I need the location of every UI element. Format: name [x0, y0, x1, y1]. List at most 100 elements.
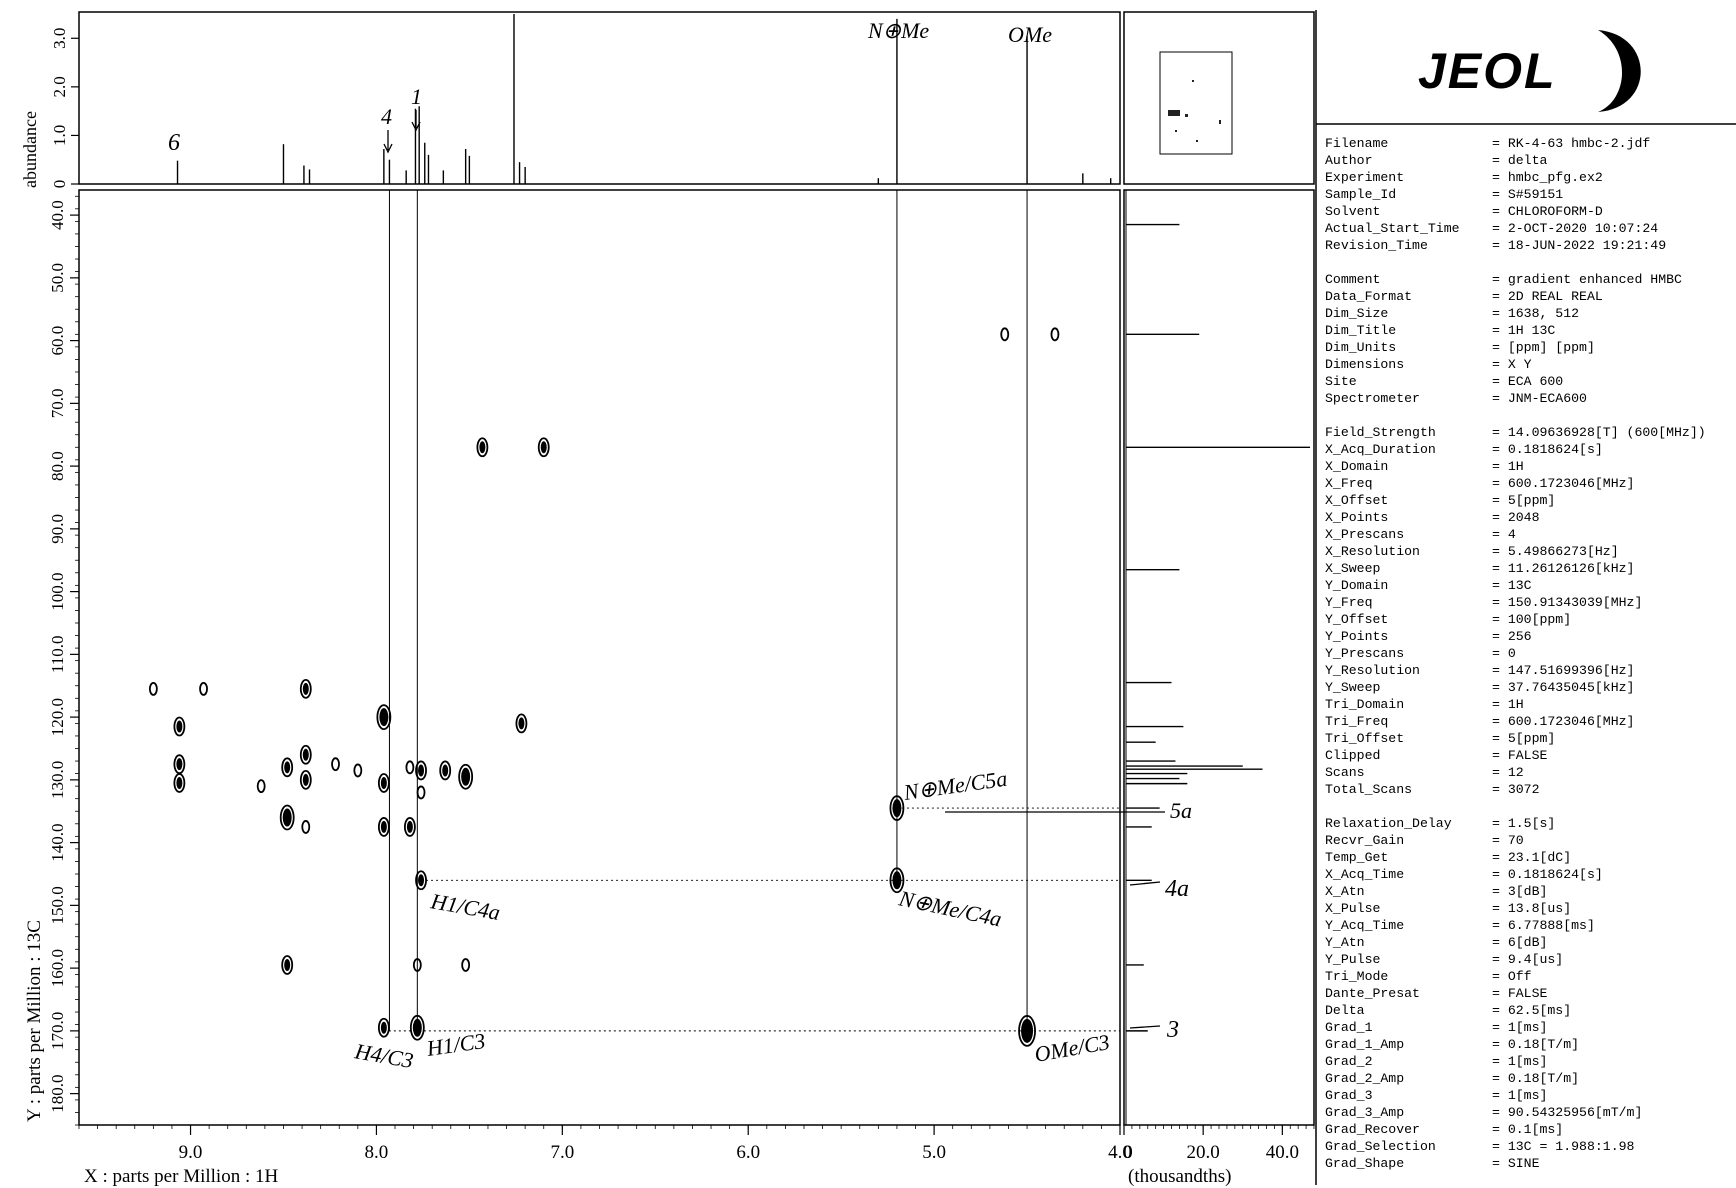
- param-key: Tri_Freq: [1325, 714, 1389, 729]
- jeol-logo-text: JEOL: [1418, 43, 1557, 99]
- param-key: X_Domain: [1325, 459, 1389, 474]
- side-spectrum-frame: [1123, 189, 1315, 1126]
- param-row: Dim_Title = 1H 13C: [1325, 322, 1733, 339]
- param-key: X_Resolution: [1325, 544, 1420, 559]
- cross-peak: [403, 817, 416, 837]
- top-1h-spectrum: [176, 14, 1112, 184]
- param-value: = 0.1[ms]: [1492, 1122, 1564, 1137]
- param-row: Spectrometer = JNM-ECA600: [1325, 390, 1733, 407]
- param-value: = X Y: [1492, 357, 1532, 372]
- cross-peak-core: [284, 761, 291, 774]
- param-key: Grad_3: [1325, 1088, 1373, 1103]
- param-row: X_Acq_Duration = 0.1818624[s]: [1325, 441, 1733, 458]
- param-key: Grad_Shape: [1325, 1156, 1405, 1171]
- annotation-nme-c4a: N⊕Me/C4a: [896, 885, 1004, 931]
- param-key: Grad_2_Amp: [1325, 1071, 1405, 1086]
- param-value: = delta: [1492, 153, 1548, 168]
- param-row: Grad_Selection = 13C = 1.988:1.98: [1325, 1138, 1733, 1155]
- param-gap: [1325, 254, 1733, 271]
- cross-peak-core: [412, 1018, 422, 1037]
- param-value: = 0.1818624[s]: [1492, 867, 1603, 882]
- cross-peak-core: [302, 773, 309, 786]
- cross-peak-core: [302, 682, 309, 695]
- side-x-tick-label: 0: [1123, 1142, 1133, 1163]
- x-tick-label: 5.0: [922, 1142, 946, 1163]
- y-tick-label: 160.0: [48, 949, 67, 987]
- param-key: Spectrometer: [1325, 391, 1420, 406]
- param-key: Grad_Selection: [1325, 1139, 1436, 1154]
- cross-peak: [889, 795, 905, 822]
- y-tick-label: 170.0: [48, 1012, 67, 1050]
- annotation-leader-c3: [1129, 1025, 1161, 1029]
- param-row: X_Acq_Time = 0.1818624[s]: [1325, 866, 1733, 883]
- annotation-ome-c3: OMe/C3: [1033, 1029, 1112, 1067]
- param-row: Experiment = hmbc_pfg.ex2: [1325, 169, 1733, 186]
- param-row: Author = delta: [1325, 152, 1733, 169]
- cross-peak: [476, 437, 489, 458]
- cross-peak-core: [892, 871, 902, 890]
- side-13c-spectrum: [1126, 223, 1311, 1032]
- param-row: Solvent = CHLOROFORM-D: [1325, 203, 1733, 220]
- param-key: Grad_1_Amp: [1325, 1037, 1405, 1052]
- param-gap: [1325, 407, 1733, 424]
- y-tick-label: 180.0: [48, 1074, 67, 1112]
- y-tick-label: 60.0: [48, 326, 67, 356]
- param-value: = 100[ppm]: [1492, 612, 1572, 627]
- param-row: Actual_Start_Time = 2-OCT-2020 10:07:24: [1325, 220, 1733, 237]
- param-key: Clipped: [1325, 748, 1381, 763]
- param-key: X_Offset: [1325, 493, 1389, 508]
- param-row: Y_Freq = 150.91343039[MHz]: [1325, 594, 1733, 611]
- cross-peak-core: [284, 958, 291, 971]
- param-value: = 1H: [1492, 697, 1524, 712]
- param-row: Grad_3 = 1[ms]: [1325, 1087, 1733, 1104]
- annotation-c5a: 5a: [1170, 798, 1192, 823]
- x-tick-label: 6.0: [736, 1142, 760, 1163]
- cross-peak: [173, 773, 186, 793]
- cross-peak-core: [302, 748, 309, 761]
- param-key: Y_Freq: [1325, 595, 1373, 610]
- param-row: X_Offset = 5[ppm]: [1325, 492, 1733, 509]
- cross-peak: [377, 773, 390, 793]
- top-y-tick-label: 2.0: [50, 76, 69, 97]
- cross-peak: [458, 763, 474, 790]
- cross-peak-core: [176, 720, 183, 733]
- param-row: Sample_Id = S#59151: [1325, 186, 1733, 203]
- param-key: Tri_Offset: [1325, 731, 1405, 746]
- cross-peak: [299, 769, 312, 790]
- correlation-lines-layer: [383, 190, 1120, 1032]
- param-value: = 2048: [1492, 510, 1540, 525]
- param-value: = 1[ms]: [1492, 1054, 1548, 1069]
- param-row: Clipped = FALSE: [1325, 747, 1733, 764]
- param-value: = RK-4-63 hmbc-2.jdf: [1492, 136, 1651, 151]
- param-row: Field_Strength = 14.09636928[T] (600[MHz]…: [1325, 424, 1733, 441]
- param-key: Dim_Units: [1325, 340, 1397, 355]
- param-value: = 90.54325956[mT/m]: [1492, 1105, 1643, 1120]
- param-key: Relaxation_Delay: [1325, 816, 1452, 831]
- param-row: Y_Atn = 6[dB]: [1325, 934, 1733, 951]
- param-row: Dim_Units = [ppm] [ppm]: [1325, 339, 1733, 356]
- param-value: = 6[dB]: [1492, 935, 1548, 950]
- cross-peaks-layer: [148, 327, 1060, 1047]
- param-row: Temp_Get = 23.1[dC]: [1325, 849, 1733, 866]
- param-key: Experiment: [1325, 170, 1405, 185]
- param-row: Tri_Offset = 5[ppm]: [1325, 730, 1733, 747]
- param-row: Relaxation_Delay = 1.5[s]: [1325, 815, 1733, 832]
- param-row: Y_Points = 256: [1325, 628, 1733, 645]
- param-value: = [ppm] [ppm]: [1492, 340, 1595, 355]
- param-row: Y_Prescans = 0: [1325, 645, 1733, 662]
- param-value: = 18-JUN-2022 19:21:49: [1492, 238, 1667, 253]
- thumbnail-dot: [1196, 140, 1198, 142]
- param-value: = 1[ms]: [1492, 1020, 1548, 1035]
- param-value: = JNM-ECA600: [1492, 391, 1587, 406]
- cross-peak-core: [176, 777, 183, 790]
- param-value: = 12: [1492, 765, 1524, 780]
- param-value: = 13C: [1492, 578, 1532, 593]
- annotation-arrow: [383, 130, 393, 154]
- param-row: X_Freq = 600.1723046[MHz]: [1325, 475, 1733, 492]
- cross-peak: [537, 437, 550, 458]
- param-value: = 37.76435045[kHz]: [1492, 680, 1635, 695]
- x-axis-label: X : parts per Million : 1H: [84, 1166, 278, 1187]
- param-value: = 0.18[T/m]: [1492, 1071, 1580, 1086]
- param-key: Delta: [1325, 1003, 1365, 1018]
- param-gap: [1325, 798, 1733, 815]
